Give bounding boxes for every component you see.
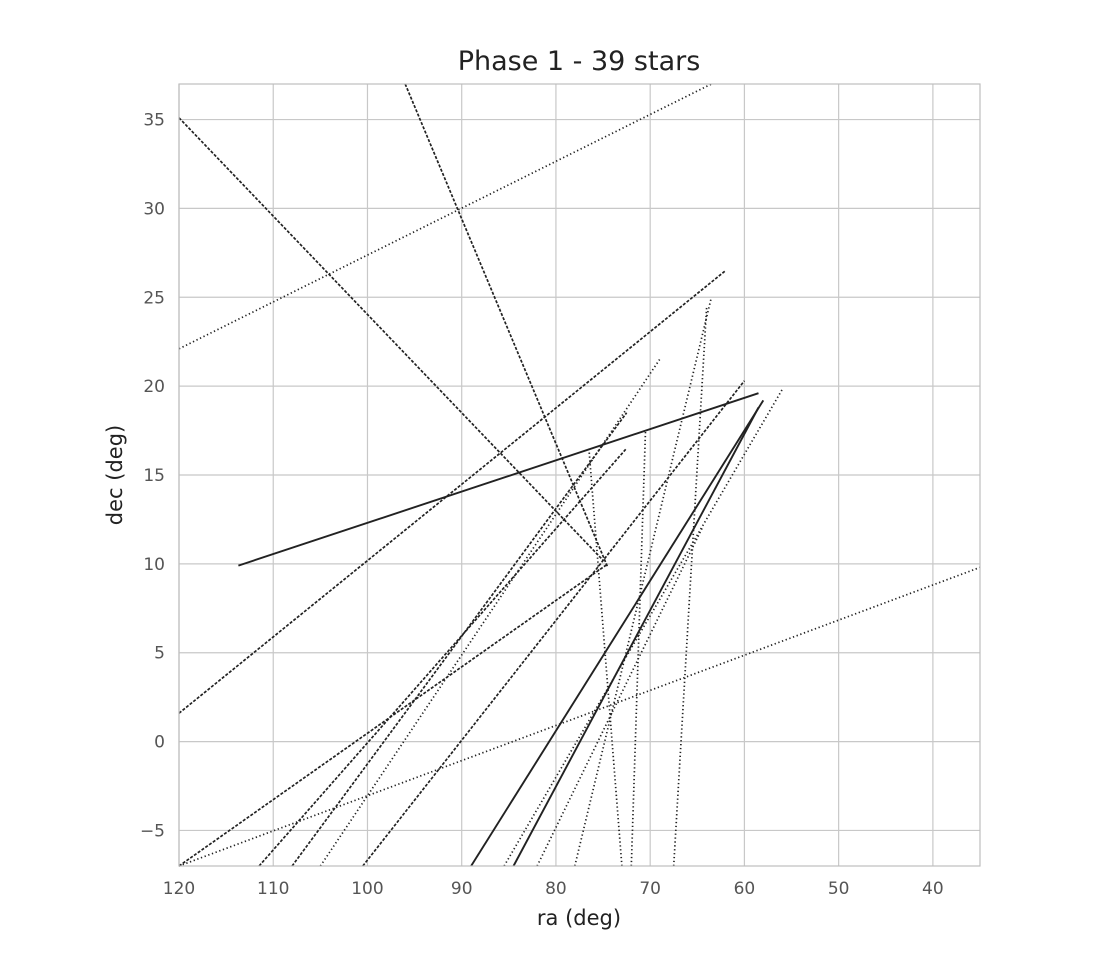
x-tick-label: 70 [639,879,661,899]
x-tick-label: 90 [451,879,473,899]
track-line-10 [362,380,746,867]
x-tick-label: 50 [828,879,850,899]
track-line-9 [319,359,661,867]
track-line-19 [291,412,628,867]
track-line-6 [178,269,727,714]
y-tick-label: 20 [143,377,165,397]
track-line-1 [238,392,759,567]
y-tick-label: 5 [154,644,165,664]
x-tick-label: 60 [734,879,756,899]
x-axis-label: ra (deg) [537,906,621,930]
x-tick-label: 120 [163,879,195,899]
track-line-13 [512,407,760,867]
track-line-17 [588,448,623,867]
plot-frame [178,83,981,867]
track-line-16 [630,430,647,867]
track-line-2 [404,83,609,568]
y-tick-label: 25 [143,288,165,308]
series-lines [178,83,981,867]
x-tick-label: 80 [545,879,567,899]
track-line-8 [258,447,628,867]
grid-lines [178,84,980,866]
y-tick-label: 0 [154,733,165,753]
y-tick-label: 15 [143,466,165,486]
track-line-18 [536,527,703,867]
x-tick-label: 40 [922,879,944,899]
track-line-4 [178,83,712,350]
y-tick-label: 10 [143,555,165,575]
tick-labels: 120 110 100 90 80 70 60 50 40 −5 0 5 10 15 20 25 30 35 [140,111,944,899]
y-tick-label: −5 [140,821,165,841]
y-tick-label: 35 [143,111,165,131]
y-tick-label: 30 [143,199,165,219]
track-line-11 [470,399,765,867]
chart-title: Phase 1 - 39 stars [458,46,701,77]
track-line-15 [672,306,708,867]
track-line-7 [178,563,609,867]
track-line-12 [503,389,783,867]
x-tick-label: 110 [257,879,289,899]
y-axis-label: dec (deg) [103,425,127,525]
track-line-3 [178,117,604,561]
x-tick-label: 100 [351,879,383,899]
